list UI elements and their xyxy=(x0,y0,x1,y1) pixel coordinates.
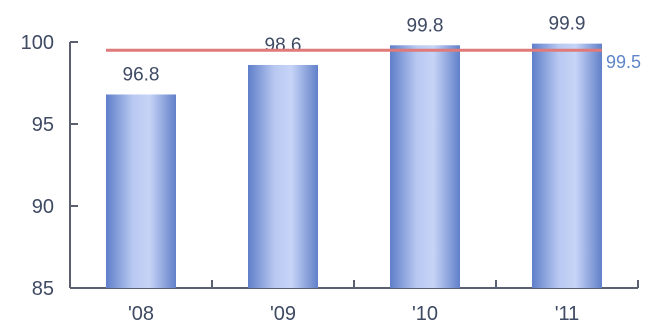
target-line-label: 99.5 xyxy=(606,52,641,72)
bar-value-label: 99.9 xyxy=(549,14,586,35)
x-axis-tick-label: '11 xyxy=(555,303,580,325)
x-axis-tick-label: '08 xyxy=(128,303,154,325)
y-axis-tick-label: 85 xyxy=(32,278,54,300)
bar xyxy=(248,64,318,289)
bar-value-label: 99.8 xyxy=(407,15,444,36)
y-axis-tick-label: 90 xyxy=(32,196,54,218)
x-axis-tick-label: '10 xyxy=(412,303,438,325)
bar-value-label: 98.6 xyxy=(265,35,302,56)
y-axis-tick-label: 100 xyxy=(21,32,54,54)
bar xyxy=(532,43,602,288)
bar xyxy=(106,94,176,288)
y-axis-tick-label: 95 xyxy=(32,114,54,136)
bar xyxy=(390,45,460,288)
x-axis-tick-label: '09 xyxy=(270,303,296,325)
bar-value-label: 96.8 xyxy=(123,64,160,85)
